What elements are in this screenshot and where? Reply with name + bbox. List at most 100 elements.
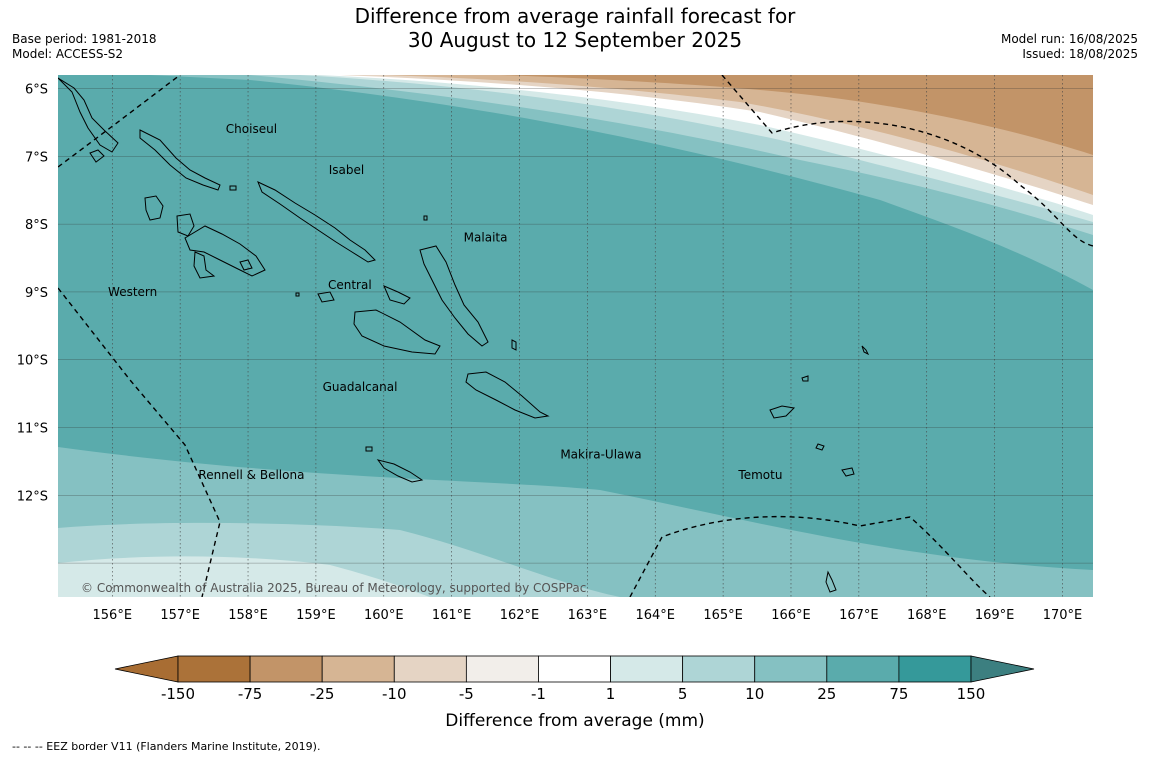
rainfall-map: © Commonwealth of Australia 2025, Bureau… — [17, 75, 1093, 731]
coast-kolombangara — [176, 213, 195, 237]
region-label: Central — [328, 278, 372, 292]
region-label: Western — [108, 285, 157, 299]
eez-border-southeast — [629, 515, 991, 597]
longitude-tick-label: 162°E — [500, 608, 540, 623]
eez-borders — [58, 75, 1093, 597]
issued-text: Issued: 18/08/2025 — [1022, 47, 1138, 61]
colorbar-tick-label: 5 — [678, 685, 688, 703]
longitude-tick-label: 170°E — [1043, 608, 1083, 623]
colorbar-title: Difference from average (mm) — [445, 711, 704, 731]
longitude-tick-label: 157°E — [160, 608, 200, 623]
colorbar-extend-low — [114, 655, 179, 683]
coast-choiseul — [139, 129, 221, 191]
colorbar-cell — [610, 655, 684, 683]
model-run-text: Model run: 16/08/2025 — [1000, 32, 1138, 46]
colorbar-cell — [754, 655, 828, 683]
eez-border-west — [58, 287, 221, 597]
model-info: Base period: 1981-2018 Model: ACCESS-S2 — [12, 32, 157, 62]
title-line-1: Difference from average rainfall forecas… — [354, 4, 796, 28]
colorbar-cell — [321, 655, 395, 683]
colorbar-tick-label: -10 — [382, 685, 407, 703]
colorbar-tick-label: 75 — [889, 685, 908, 703]
band-brown-dark — [500, 75, 1093, 155]
colorbar-tick-label: -5 — [459, 685, 474, 703]
eez-footnote: -- -- -- EEZ border V11 (Flanders Marine… — [12, 740, 321, 753]
region-label: Choiseul — [226, 122, 277, 136]
colorbar-cell — [177, 655, 251, 683]
graticule — [58, 75, 1093, 597]
copyright-notice: © Commonwealth of Australia 2025, Bureau… — [81, 581, 586, 595]
colorbar-tick-label: 25 — [817, 685, 836, 703]
region-label: Makira-Ulawa — [560, 448, 641, 462]
map-frame: © Commonwealth of Australia 2025, Bureau… — [58, 75, 1093, 597]
colorbar-tick-label: -25 — [310, 685, 335, 703]
colorbar-tick-label: -1 — [531, 685, 546, 703]
band-teal-verylight-south — [58, 556, 430, 597]
region-label: Guadalcanal — [323, 380, 398, 394]
colorbar-tick-label: 1 — [606, 685, 616, 703]
longitude-tick-label: 156°E — [93, 608, 133, 623]
coast-bougainville — [58, 77, 119, 153]
longitude-tick-label: 161°E — [432, 608, 472, 623]
coast-makira — [465, 371, 550, 419]
longitude-tick-label: 159°E — [296, 608, 336, 623]
region-labels: Choiseul Isabel Malaita Western Central Guada… — [108, 122, 782, 482]
latitude-labels: 6°S 7°S 8°S 9°S 10°S 11°S 12°S — [17, 83, 48, 505]
coastlines — [58, 77, 870, 593]
coast-santa-cruz — [769, 405, 796, 419]
longitude-tick-label: 163°E — [568, 608, 608, 623]
colorbar-tick-label: -150 — [161, 685, 195, 703]
coast-utupua — [841, 467, 855, 477]
eez-border-northeast — [721, 75, 1093, 247]
latitude-tick-label: 8°S — [25, 218, 48, 233]
coast-guadalcanal — [353, 309, 441, 355]
coast-malaita — [419, 245, 489, 347]
colorbar-cell — [682, 655, 756, 683]
colorbar-cell — [465, 655, 539, 683]
longitude-labels: 156°E 157°E 158°E 159°E 160°E 161°E 162°E 163°E… — [93, 608, 1083, 623]
latitude-tick-label: 9°S — [25, 286, 48, 301]
colorbar-cells — [177, 655, 972, 683]
base-period-text: Base period: 1981-2018 — [12, 32, 157, 46]
longitude-tick-label: 167°E — [839, 608, 879, 623]
colorbar-tick-label: 150 — [957, 685, 986, 703]
region-label: Isabel — [329, 163, 364, 177]
colorbar-cell — [826, 655, 900, 683]
colorbar-cell — [538, 655, 611, 683]
eez-border-northwest — [58, 75, 181, 168]
colorbar-tick-labels: -150 -75 -25 -10 -5 -1 1 5 10 25 75 150 — [161, 685, 985, 703]
latitude-tick-label: 6°S — [25, 83, 48, 98]
coast-vanikoro — [815, 443, 825, 451]
colorbar-tick-label: -75 — [238, 685, 263, 703]
coast-new-georgia — [184, 225, 266, 277]
run-info: Model run: 16/08/2025 Issued: 18/08/2025 — [1001, 32, 1138, 62]
longitude-tick-label: 164°E — [635, 608, 675, 623]
coast-vella-lavella — [144, 195, 164, 221]
longitude-tick-label: 160°E — [364, 608, 404, 623]
model-text: Model: ACCESS-S2 — [12, 47, 124, 61]
latitude-tick-label: 11°S — [17, 422, 48, 437]
colorbar-tick-label: 10 — [745, 685, 764, 703]
coast-small-islands — [89, 149, 870, 593]
colorbar: -150 -75 -25 -10 -5 -1 1 5 10 25 75 150 Difference … — [114, 655, 1035, 731]
colorbar-cell — [898, 655, 972, 683]
colorbar-extend-high — [970, 655, 1035, 683]
colorbar-cell — [249, 655, 323, 683]
coast-florida-islands — [317, 285, 411, 305]
latitude-tick-label: 12°S — [17, 489, 48, 504]
longitude-tick-label: 165°E — [703, 608, 743, 623]
region-label: Temotu — [737, 468, 782, 482]
coast-rendova — [193, 251, 216, 279]
map-title: Difference from average rainfall forecas… — [0, 4, 1150, 52]
coast-rennell — [376, 459, 424, 483]
region-label: Malaita — [464, 231, 508, 245]
colorbar-cell — [393, 655, 467, 683]
longitude-tick-label: 169°E — [975, 608, 1015, 623]
coast-isabel — [257, 181, 376, 263]
longitude-tick-label: 158°E — [228, 608, 268, 623]
longitude-tick-label: 166°E — [771, 608, 811, 623]
longitude-tick-label: 168°E — [907, 608, 947, 623]
title-line-2: 30 August to 12 September 2025 — [407, 28, 743, 52]
region-label: Rennell & Bellona — [198, 468, 304, 482]
latitude-tick-label: 10°S — [17, 354, 48, 369]
